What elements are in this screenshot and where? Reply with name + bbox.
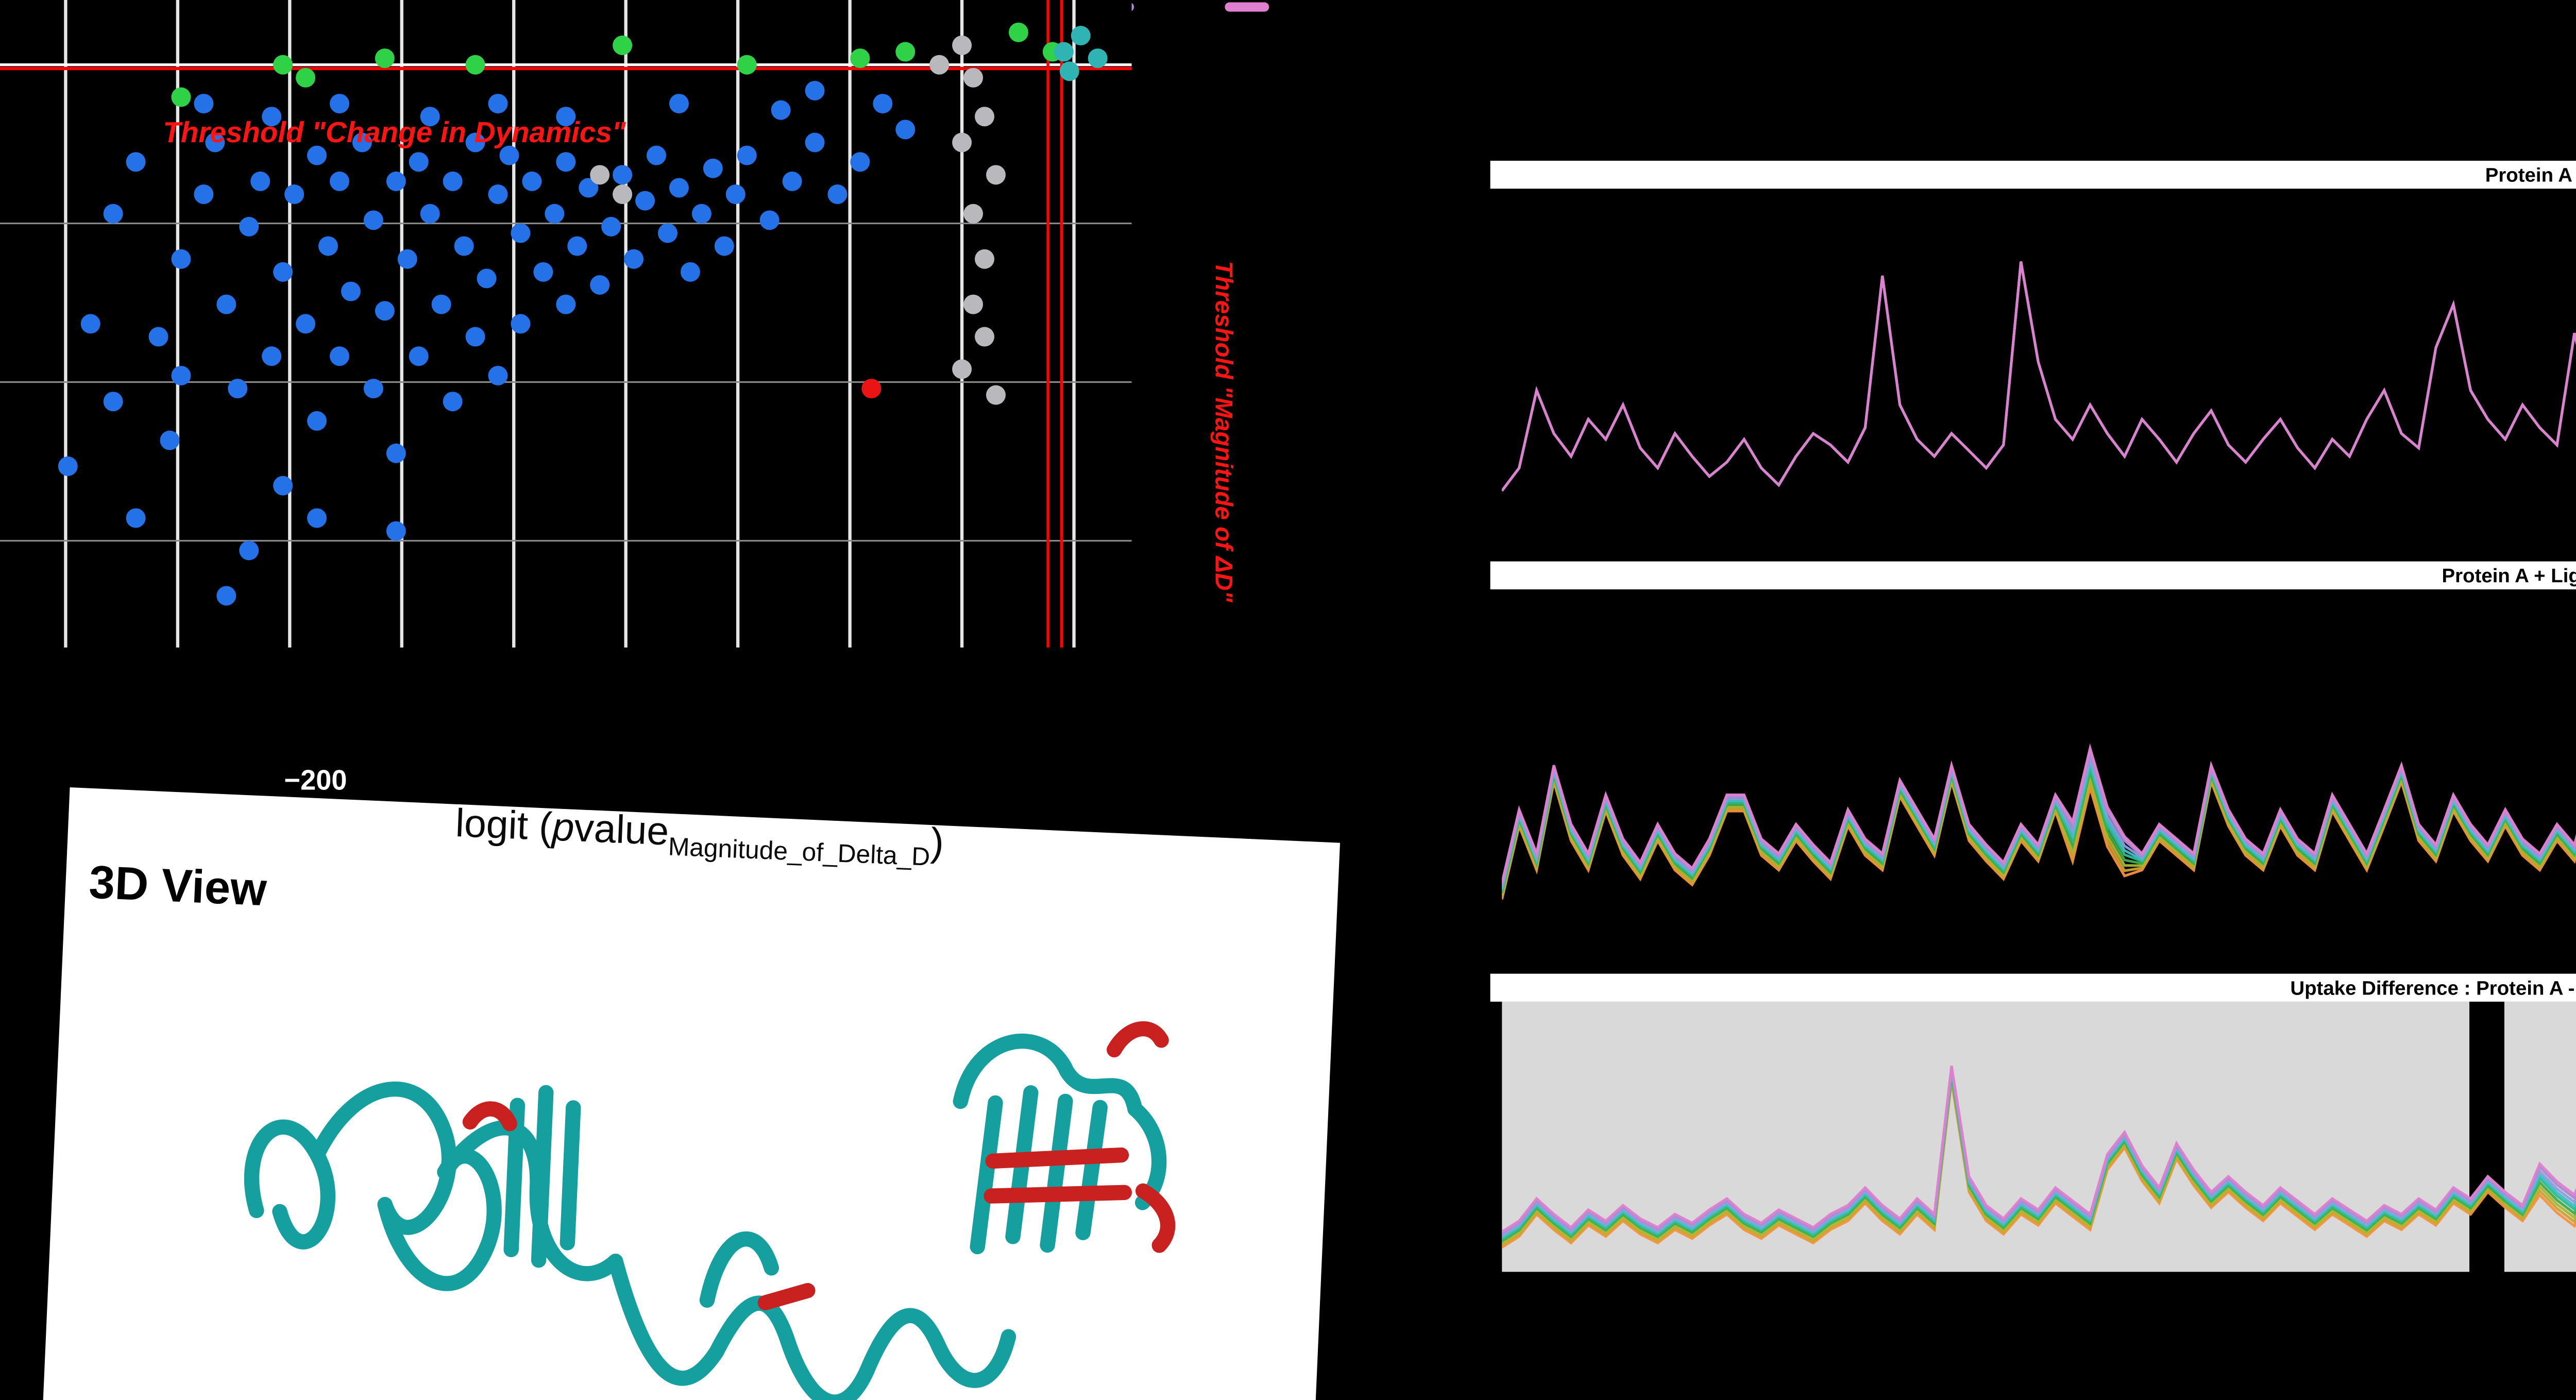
threshold-magnitude-label: Threshold "Magnitude of ΔD"	[1208, 261, 1236, 602]
x-axis-label-p: p	[551, 805, 575, 851]
3d-view-title: 3D View	[88, 858, 268, 917]
chart-title-protein-a: Protein A	[2485, 163, 2573, 187]
chart-header-protein-a-ligand: Protein A + Ligand	[1490, 561, 2576, 589]
uptake-chart-protein-a[interactable]	[1502, 191, 2576, 541]
3d-view-panel[interactable]: 3D View	[35, 787, 1340, 1400]
chart-title-protein-a-ligand: Protein A + Ligand	[2442, 564, 2576, 587]
chart-header-protein-a: Protein A	[1490, 160, 2576, 189]
uptake-chart-protein-a-ligand[interactable]	[1502, 592, 2576, 950]
uptake-difference-chart[interactable]	[1502, 1001, 2576, 1272]
volcano-plot[interactable]	[0, 0, 1132, 648]
legend-swatch-10[interactable]	[1225, 3, 1269, 11]
x-axis-label-value: value	[573, 806, 670, 854]
x-axis-label-prefix: logit (	[454, 801, 553, 850]
chart-title-uptake-difference: Uptake Difference : Protein A - (Protein…	[2290, 976, 2576, 1000]
protein-ribbon-structure[interactable]	[174, 928, 1269, 1400]
x-tick-label: −200	[284, 764, 347, 797]
x-axis-label-close: )	[929, 820, 945, 866]
ribbon-teal-strokes	[244, 1034, 1167, 1400]
chart-header-uptake-difference: Uptake Difference : Protein A - (Protein…	[1490, 973, 2576, 1002]
ribbon-red-strokes	[462, 1021, 1176, 1310]
threshold-change-label: Threshold "Change in Dynamics"	[163, 116, 626, 149]
